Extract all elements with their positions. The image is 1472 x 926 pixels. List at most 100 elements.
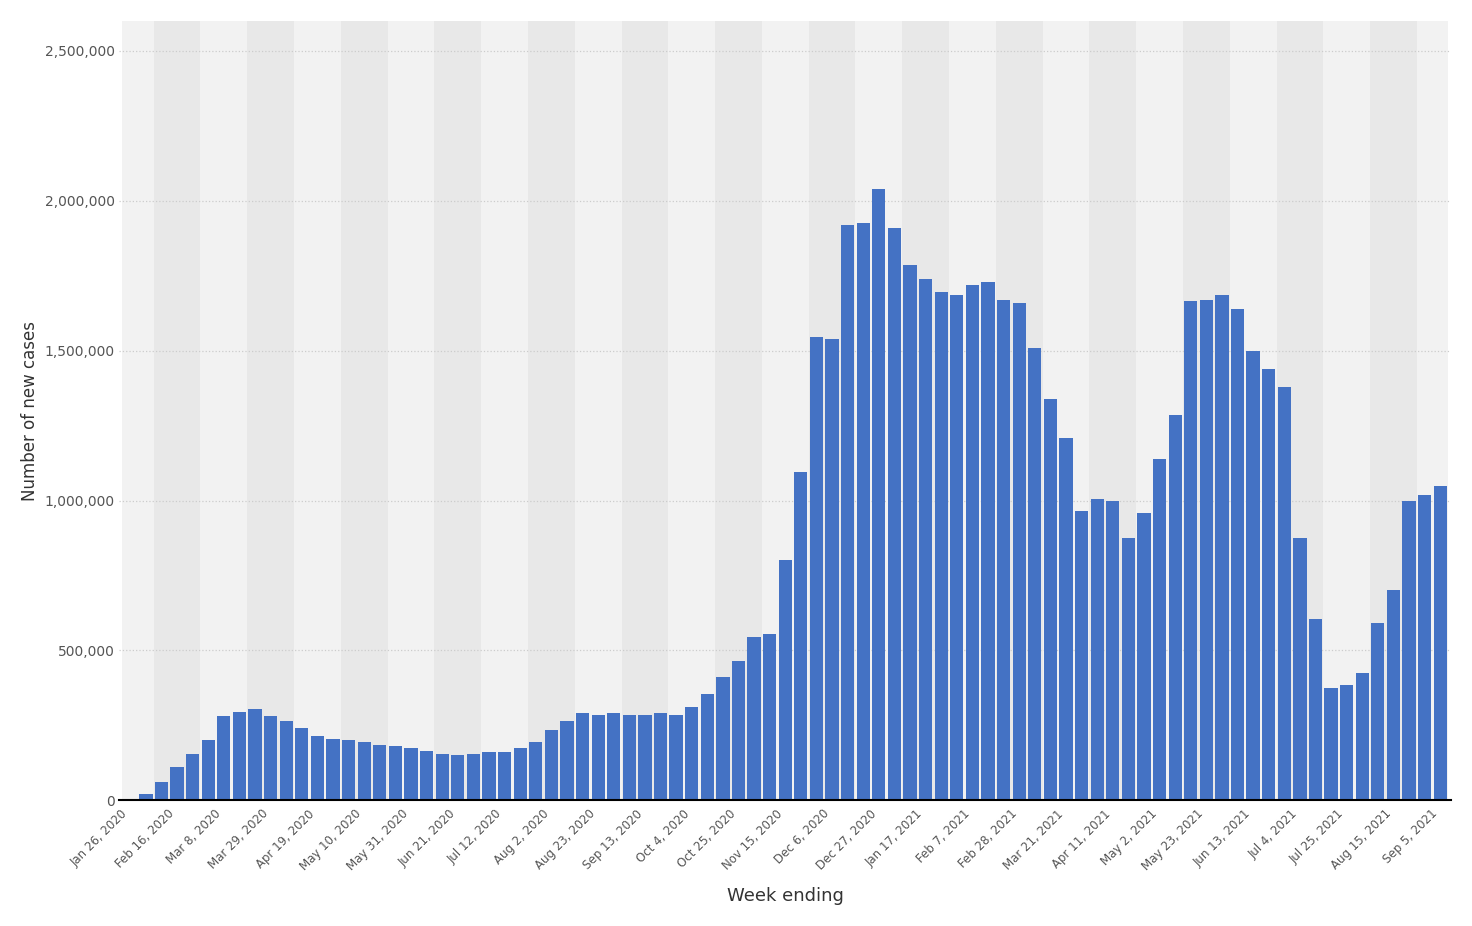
Bar — [202, 741, 215, 800]
Bar — [966, 284, 979, 800]
Bar — [997, 300, 1010, 800]
Bar — [826, 339, 839, 800]
Bar — [841, 225, 854, 800]
Bar — [498, 752, 511, 800]
Bar — [606, 713, 620, 800]
Bar — [919, 279, 932, 800]
Bar — [1231, 308, 1244, 800]
Bar — [247, 20, 294, 800]
Bar — [949, 20, 995, 800]
Bar — [1216, 295, 1229, 800]
Bar — [1229, 20, 1276, 800]
Bar — [639, 715, 652, 800]
Bar — [342, 741, 355, 800]
Bar — [1136, 20, 1183, 800]
Bar — [1356, 673, 1369, 800]
Bar — [1122, 538, 1135, 800]
Bar — [715, 20, 762, 800]
Bar — [200, 20, 247, 800]
Bar — [280, 720, 293, 800]
X-axis label: Week ending: Week ending — [727, 887, 843, 906]
Bar — [1075, 511, 1088, 800]
Bar — [1418, 20, 1448, 800]
Bar — [935, 292, 948, 800]
Bar — [1183, 20, 1229, 800]
Bar — [762, 634, 776, 800]
Bar — [1278, 386, 1291, 800]
Bar — [1309, 619, 1322, 800]
Bar — [296, 729, 309, 800]
Bar — [1183, 301, 1197, 800]
Bar — [762, 20, 808, 800]
Bar — [1340, 685, 1353, 800]
Bar — [436, 754, 449, 800]
Bar — [857, 223, 870, 800]
Bar — [1323, 20, 1370, 800]
Bar — [467, 754, 480, 800]
Bar — [1403, 501, 1416, 800]
Bar — [434, 20, 481, 800]
Bar — [1434, 485, 1447, 800]
Bar — [342, 20, 387, 800]
Bar — [621, 20, 668, 800]
Bar — [795, 472, 808, 800]
Bar — [140, 795, 153, 800]
Bar — [576, 713, 589, 800]
Bar — [1060, 438, 1073, 800]
Bar — [904, 265, 917, 800]
Bar — [982, 282, 995, 800]
Bar — [545, 730, 558, 800]
Bar — [779, 560, 792, 800]
Bar — [1372, 623, 1385, 800]
Bar — [701, 694, 714, 800]
Bar — [450, 756, 464, 800]
Bar — [574, 20, 621, 800]
Bar — [1042, 20, 1089, 800]
Bar — [420, 751, 433, 800]
Bar — [1200, 300, 1213, 800]
Bar — [124, 799, 137, 800]
Bar — [155, 782, 168, 800]
Y-axis label: Number of new cases: Number of new cases — [21, 320, 38, 501]
Bar — [387, 20, 434, 800]
Bar — [810, 337, 823, 800]
Bar — [514, 748, 527, 800]
Bar — [1169, 415, 1182, 800]
Bar — [561, 720, 574, 800]
Bar — [185, 754, 199, 800]
Bar — [623, 715, 636, 800]
Bar — [311, 736, 324, 800]
Bar — [528, 742, 542, 800]
Bar — [1138, 512, 1151, 800]
Bar — [358, 742, 371, 800]
Bar — [808, 20, 855, 800]
Bar — [668, 20, 715, 800]
Bar — [171, 768, 184, 800]
Bar — [528, 20, 574, 800]
Bar — [717, 678, 730, 800]
Bar — [405, 748, 418, 800]
Bar — [481, 20, 528, 800]
Bar — [1105, 501, 1119, 800]
Bar — [1089, 20, 1136, 800]
Bar — [592, 715, 605, 800]
Bar — [153, 20, 200, 800]
Bar — [1044, 398, 1057, 800]
Bar — [1153, 458, 1166, 800]
Bar — [374, 745, 387, 800]
Bar — [902, 20, 949, 800]
Bar — [1091, 499, 1104, 800]
Bar — [1387, 591, 1400, 800]
Bar — [1027, 347, 1041, 800]
Bar — [122, 20, 153, 800]
Bar — [873, 189, 886, 800]
Bar — [218, 717, 231, 800]
Bar — [263, 717, 277, 800]
Bar — [327, 739, 340, 800]
Bar — [233, 712, 246, 800]
Bar — [249, 709, 262, 800]
Bar — [1370, 20, 1418, 800]
Bar — [1325, 688, 1338, 800]
Bar — [654, 713, 667, 800]
Bar — [888, 228, 901, 800]
